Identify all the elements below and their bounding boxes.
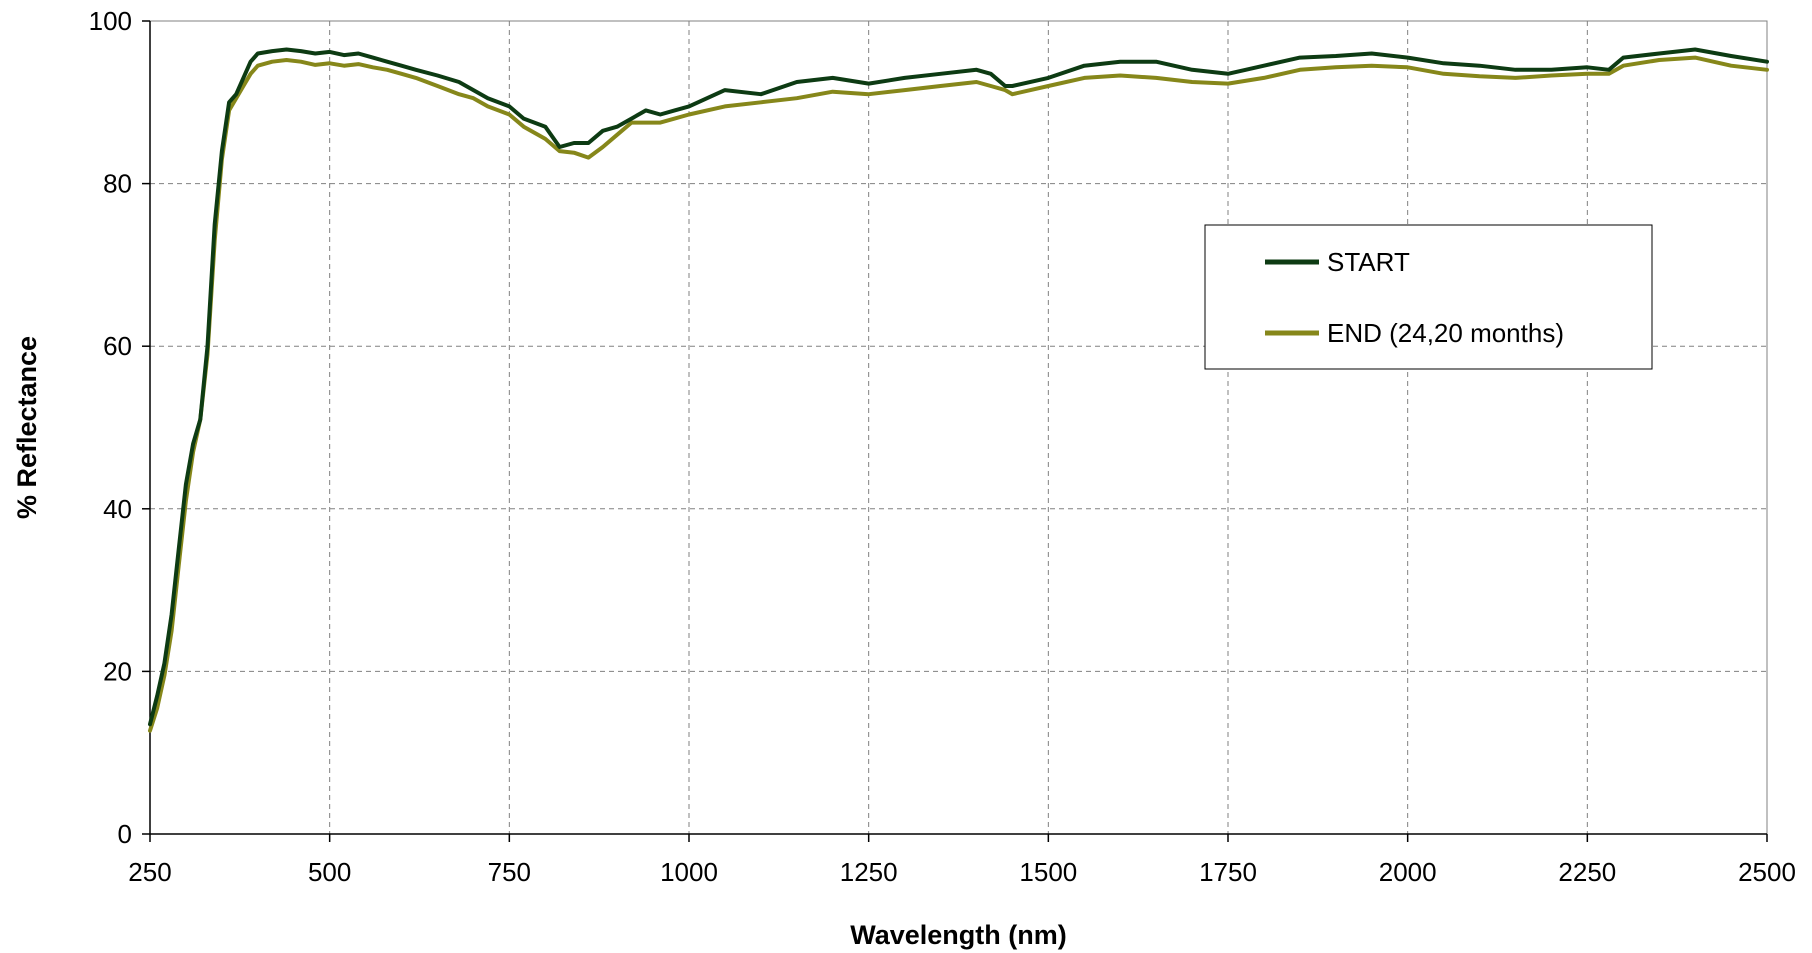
x-tick-label: 1500 — [1019, 857, 1077, 887]
x-tick-label: 750 — [488, 857, 531, 887]
x-tick-label: 1000 — [660, 857, 718, 887]
x-tick-label: 1250 — [840, 857, 898, 887]
x-axis-title: Wavelength (nm) — [850, 920, 1067, 950]
legend-label-0: START — [1327, 247, 1410, 277]
y-axis-title: % Reflectance — [12, 336, 42, 519]
x-tick-label: 2500 — [1738, 857, 1796, 887]
y-tick-label: 80 — [103, 169, 132, 199]
grid — [150, 20, 1768, 834]
x-tick-label: 250 — [128, 857, 171, 887]
series-line-1 — [148, 55, 1769, 733]
x-tick-label: 2000 — [1379, 857, 1437, 887]
legend-label-1: END (24,20 months) — [1327, 318, 1564, 348]
y-tick-label: 0 — [118, 819, 132, 849]
series-line-0 — [148, 47, 1769, 727]
y-tick-label: 60 — [103, 331, 132, 361]
legend-box — [1204, 224, 1653, 370]
x-tick-label: 2250 — [1558, 857, 1616, 887]
y-tick-label: 40 — [103, 494, 132, 524]
series-layer — [148, 47, 1769, 733]
legend: START END (24,20 months) — [1204, 224, 1653, 370]
x-tick-label: 1750 — [1199, 857, 1257, 887]
y-tick-label: 20 — [103, 656, 132, 686]
x-tick-label: 500 — [308, 857, 351, 887]
axes: 0 20 40 60 80 100 250 500 750 1000 1250 1500 1750 200… — [89, 6, 1796, 887]
y-tick-label: 100 — [89, 6, 132, 36]
